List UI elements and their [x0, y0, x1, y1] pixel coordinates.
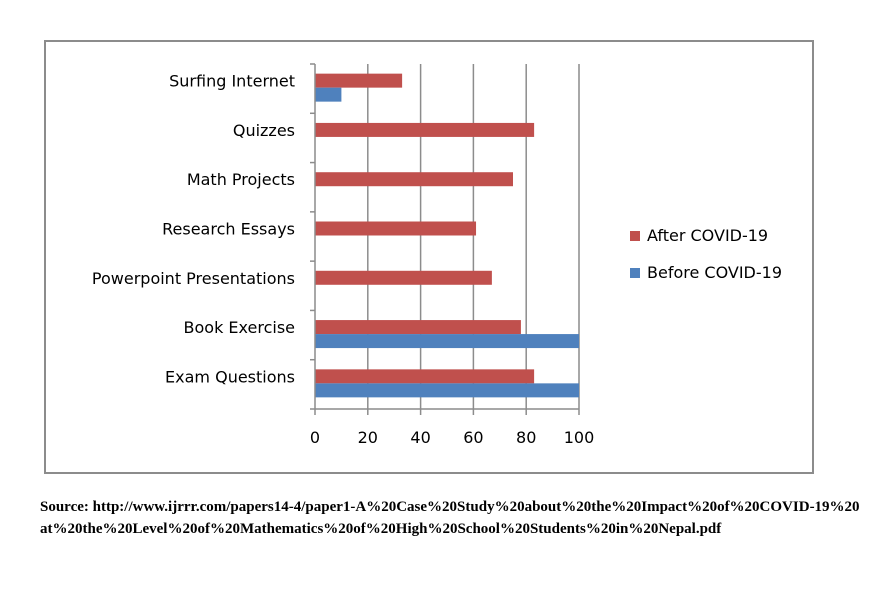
x-tick-label: 80 [516, 428, 536, 447]
category-labels: Surfing Internet Quizzes Math Projects Rese… [92, 72, 295, 387]
x-tick-labels: 0 20 40 60 80 100 [310, 428, 594, 447]
bars [315, 73, 579, 398]
category-label: Book Exercise [184, 318, 295, 337]
legend-label: Before COVID-19 [647, 263, 782, 282]
category-label: Powerpoint Presentations [92, 269, 295, 288]
bar-after-covid [315, 73, 403, 88]
bar-after-covid [315, 122, 535, 137]
category-label: Math Projects [187, 170, 295, 189]
bar-after-covid [315, 172, 513, 187]
x-tick-label: 60 [463, 428, 483, 447]
legend: After COVID-19 Before COVID-19 [630, 226, 782, 282]
source-note: Source: http://www.ijrrr.com/papers14-4/… [40, 499, 860, 537]
bar-chart: Surfing Internet Quizzes Math Projects Rese… [92, 63, 782, 447]
bar-before-covid [315, 383, 579, 398]
bar-before-covid [315, 87, 342, 102]
bar-after-covid [315, 369, 535, 384]
bar-before-covid [315, 334, 579, 349]
grid-lines [367, 64, 580, 409]
legend-label: After COVID-19 [647, 226, 768, 245]
legend-swatch [630, 231, 640, 241]
category-label: Research Essays [162, 220, 295, 239]
axes [310, 63, 580, 415]
legend-swatch [630, 268, 640, 278]
bar-after-covid [315, 270, 492, 285]
bar-after-covid [315, 320, 521, 335]
bar-after-covid [315, 221, 477, 236]
category-label: Exam Questions [165, 367, 295, 386]
category-label: Surfing Internet [169, 72, 295, 91]
category-label: Quizzes [233, 121, 295, 140]
x-tick-label: 40 [410, 428, 430, 447]
x-tick-label: 100 [564, 428, 595, 447]
x-tick-label: 20 [358, 428, 378, 447]
chart-frame: Surfing Internet Quizzes Math Projects Rese… [44, 40, 814, 474]
x-tick-label: 0 [310, 428, 320, 447]
